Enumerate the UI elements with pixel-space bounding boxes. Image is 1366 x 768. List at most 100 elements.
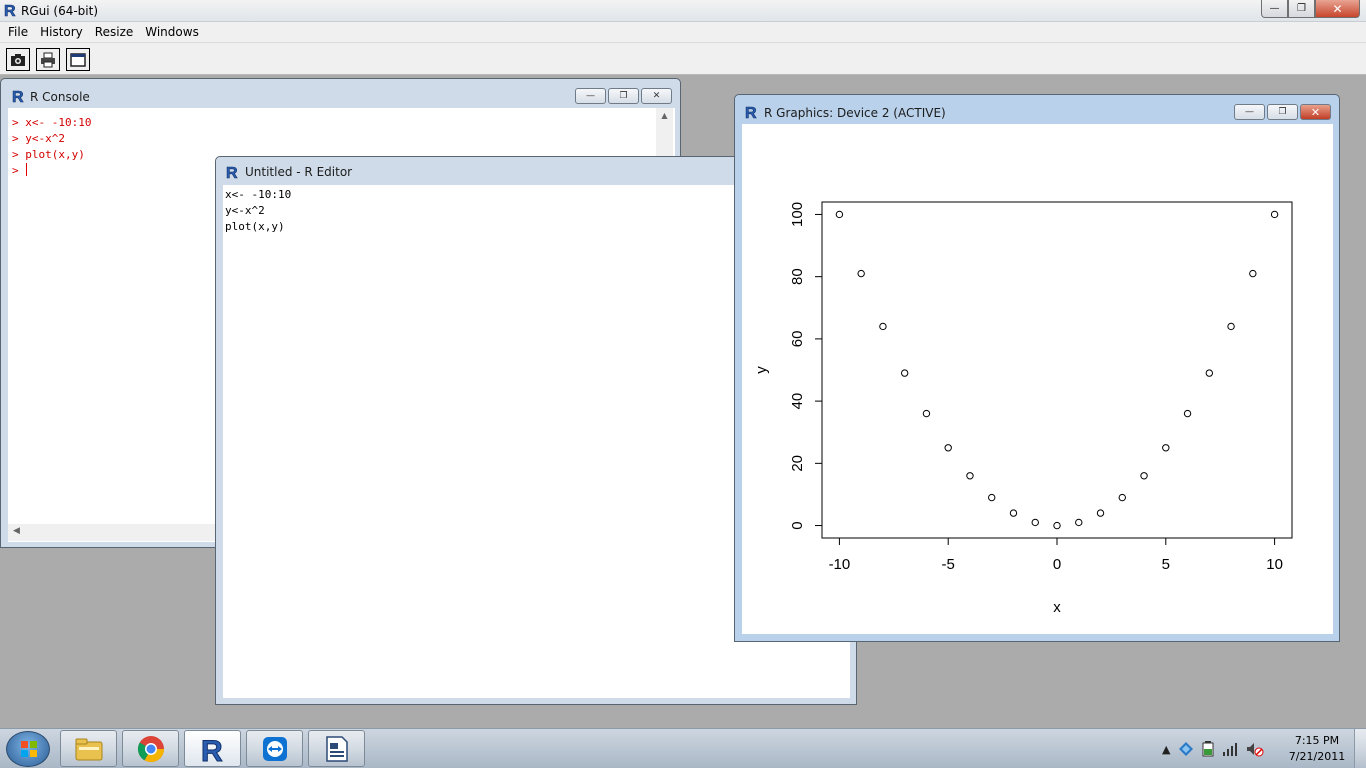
clock-date: 7/21/2011 [1288, 750, 1346, 763]
explorer-icon [75, 738, 102, 760]
y-tick-label: 100 [789, 202, 806, 227]
data-point [966, 472, 974, 480]
editor-line: plot(x,y) [225, 220, 285, 233]
x-tick-label: 5 [1162, 556, 1170, 573]
r-graphics-window: R R Graphics: Device 2 (ACTIVE) — ❐ ✕ -1… [734, 94, 1340, 642]
toolbar [0, 42, 1366, 75]
y-tick-label: 20 [789, 455, 806, 472]
r-logo-icon: R [226, 165, 239, 180]
app-minimize-button[interactable]: — [1261, 0, 1288, 18]
data-point [1075, 518, 1083, 527]
data-point [1183, 409, 1192, 418]
plot-area[interactable]: -10 -5 0 5 10 0 20 40 60 80 100 x y [742, 124, 1333, 634]
data-point [1249, 269, 1257, 278]
svg-text:R: R [201, 735, 223, 764]
signal-strength-icon[interactable] [1222, 742, 1238, 756]
svg-text:R: R [12, 89, 24, 104]
plot-box [821, 201, 1293, 539]
r-graphics-title: R Graphics: Device 2 (ACTIVE) [764, 106, 946, 120]
data-point [988, 493, 996, 502]
data-point [1009, 509, 1018, 517]
data-point [1162, 444, 1170, 452]
data-point [1205, 369, 1214, 377]
teamviewer-icon [262, 736, 287, 761]
editor-line: x<- -10:10 [225, 188, 292, 201]
r-icon: R [200, 734, 223, 764]
console-line: > y<-x^2 [12, 132, 65, 145]
r-logo-icon: R [12, 89, 25, 104]
clock-time: 7:15 PM [1294, 734, 1340, 747]
y-tick-label: 0 [789, 521, 806, 529]
r-logo-icon: R [4, 3, 17, 18]
data-point [1031, 518, 1039, 527]
network-share-icon[interactable] [1178, 741, 1194, 757]
app-restore-button[interactable]: ❐ [1288, 0, 1315, 18]
volume-muted-icon[interactable] [1246, 741, 1264, 757]
camera-icon [11, 53, 25, 66]
svg-text:R: R [226, 165, 238, 180]
x-tick-label: 0 [1053, 556, 1061, 573]
svg-text:R: R [4, 3, 16, 18]
data-point [879, 322, 887, 331]
y-tick-label: 40 [789, 393, 806, 410]
x-tick-label: -5 [942, 556, 955, 573]
menu-file[interactable]: File [8, 25, 29, 39]
console-line: > plot(x,y) [12, 148, 85, 161]
menu-bar: File History Resize Windows [0, 22, 1366, 42]
chrome-icon [137, 735, 164, 762]
taskbar-chrome-button[interactable] [122, 730, 179, 767]
taskbar-explorer-button[interactable] [60, 730, 117, 767]
data-point [1270, 210, 1279, 219]
data-point [835, 210, 844, 219]
r-editor-titlebar: R Untitled - R Editor [216, 157, 856, 183]
scroll-up-icon[interactable]: ▲ [661, 111, 668, 120]
text-caret [26, 163, 28, 176]
data-point [1140, 472, 1148, 480]
battery-icon[interactable] [1202, 741, 1214, 757]
menu-history[interactable]: History [40, 25, 83, 39]
r-editor-title: Untitled - R Editor [245, 165, 353, 179]
console-window-button[interactable] [66, 48, 90, 71]
graphics-restore-button[interactable]: ❐ [1267, 104, 1298, 120]
svg-text:R: R [745, 105, 757, 120]
show-desktop-button[interactable] [1354, 729, 1366, 768]
start-button[interactable] [6, 731, 50, 767]
r-logo-icon: R [745, 105, 758, 120]
print-button[interactable] [36, 48, 60, 71]
console-close-button[interactable]: ✕ [641, 88, 672, 104]
editor-line: y<-x^2 [225, 204, 265, 217]
app-close-button[interactable]: ✕ [1315, 0, 1360, 18]
window-icon [70, 52, 86, 67]
taskbar-writer-button[interactable] [308, 730, 365, 767]
x-tick-label: -10 [829, 556, 851, 573]
x-tick-label: 10 [1266, 556, 1283, 573]
console-restore-button[interactable]: ❐ [608, 88, 639, 104]
data-point [1096, 509, 1105, 517]
printer-icon [41, 52, 55, 67]
data-point [1118, 493, 1126, 502]
data-point [922, 409, 931, 418]
taskbar: R ▲ 7:15 PM 7/21/2011 [0, 728, 1366, 768]
menu-resize[interactable]: Resize [94, 25, 134, 39]
y-tick-label: 60 [789, 331, 806, 348]
app-title: RGui (64-bit) [21, 4, 99, 18]
r-console-titlebar: R R Console — ❐ ✕ [1, 79, 680, 105]
y-axis-label: y [753, 366, 770, 374]
x-axis-label: x [1053, 599, 1061, 616]
graphics-minimize-button[interactable]: — [1234, 104, 1265, 120]
menu-windows[interactable]: Windows [145, 25, 199, 39]
console-minimize-button[interactable]: — [575, 88, 606, 104]
system-clock[interactable]: 7:15 PM 7/21/2011 [1283, 733, 1351, 765]
taskbar-r-button[interactable]: R [184, 730, 241, 767]
data-point [1227, 322, 1235, 331]
y-tick-label: 80 [789, 268, 806, 285]
taskbar-teamviewer-button[interactable] [246, 730, 303, 767]
save-image-button[interactable] [6, 48, 30, 71]
windows-logo-icon [21, 741, 37, 757]
show-hidden-icons-icon[interactable]: ▲ [1162, 742, 1171, 756]
writer-icon [325, 735, 348, 762]
console-input-line[interactable]: > [12, 163, 675, 179]
graphics-close-button[interactable]: ✕ [1300, 104, 1331, 120]
scroll-left-icon[interactable]: ◀ [13, 526, 20, 536]
